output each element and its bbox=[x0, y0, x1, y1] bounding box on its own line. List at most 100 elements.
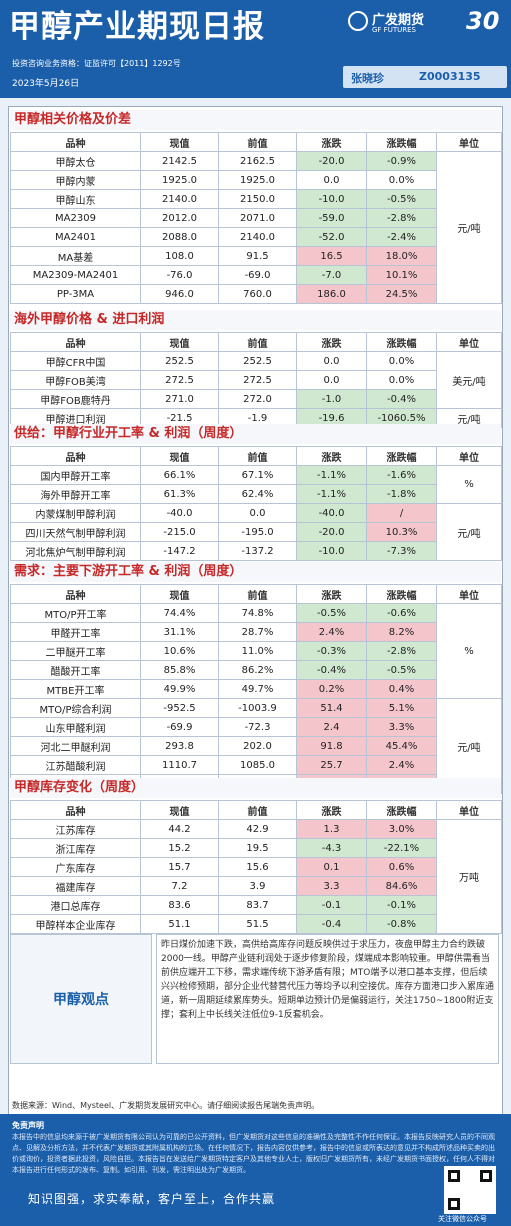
previous-value: 28.7% bbox=[218, 622, 297, 642]
current-value: 293.8 bbox=[140, 736, 219, 756]
unit-cell: 元/吨 bbox=[436, 151, 502, 304]
previous-value: 3.9 bbox=[218, 876, 297, 896]
author-code: Z0003135 bbox=[419, 70, 481, 83]
license-text: 投资咨询业务资格：证监许可【2011】1292号 bbox=[12, 59, 181, 68]
change: 1.3 bbox=[296, 819, 367, 839]
qr-finder-icon bbox=[448, 1198, 460, 1210]
logo-name-cn: 广发期货 bbox=[372, 13, 425, 28]
table-row: PP-3MA 946.0 760.0 186.0 24.5% bbox=[10, 284, 502, 304]
change: -59.0 bbox=[296, 208, 367, 228]
current-value: 252.5 bbox=[140, 351, 219, 371]
table-row: 甲醇CFR中国 252.5 252.5 0.0 0.0% 美元/吨 bbox=[10, 351, 502, 409]
footer bbox=[0, 1114, 511, 1226]
table-row: 甲醇山东 2140.0 2150.0 -10.0 -0.5% bbox=[10, 189, 502, 209]
current-value: 1925.0 bbox=[140, 170, 219, 190]
data-table: 品种 现值 前值 涨跌 涨跌幅 单位 甲醇太仓 2142.5 2162.5 -20.0 -0.9% 元… bbox=[10, 132, 502, 304]
table-row: MTBE开工率 49.9% 49.7% 0.2% 0.4% bbox=[10, 679, 502, 699]
current-value: 15.2 bbox=[140, 838, 219, 858]
current-value: -215.0 bbox=[140, 522, 219, 542]
item-name: MA2401 bbox=[10, 227, 141, 247]
qr-code bbox=[444, 1166, 496, 1214]
change: 0.0 bbox=[296, 370, 367, 390]
previous-value: 252.5 bbox=[218, 351, 297, 371]
current-value: 271.0 bbox=[140, 389, 219, 409]
disclaimer-text: 本报告中的信息均来源于被广发期货有限公司认为可靠的已公开资料，但广发期货对这些信… bbox=[12, 1133, 495, 1174]
column-header: 涨跌 bbox=[296, 584, 367, 604]
previous-value: -72.3 bbox=[218, 717, 297, 737]
previous-value: 202.0 bbox=[218, 736, 297, 756]
item-name: 浙江库存 bbox=[10, 838, 141, 858]
table-row: 甲醇FOB美湾 272.5 272.5 0.0 0.0% bbox=[10, 370, 502, 390]
table-header-row: 品种 现值 前值 涨跌 涨跌幅 单位 bbox=[10, 332, 502, 352]
change: -52.0 bbox=[296, 227, 367, 247]
table-row: MA基差 108.0 91.5 16.5 18.0% bbox=[10, 246, 502, 266]
current-value: 2142.5 bbox=[140, 151, 219, 171]
change: -1.1% bbox=[296, 484, 367, 504]
previous-value: 19.5 bbox=[218, 838, 297, 858]
item-name: 甲醇样本企业库存 bbox=[10, 914, 141, 934]
table-row: MA2309 2012.0 2071.0 -59.0 -2.8% bbox=[10, 208, 502, 228]
change-pct: -0.4% bbox=[366, 389, 437, 409]
current-value: 31.1% bbox=[140, 622, 219, 642]
current-value: 66.1% bbox=[140, 465, 219, 485]
column-header: 涨跌幅 bbox=[366, 584, 437, 604]
unit-cell: % bbox=[436, 603, 502, 699]
item-name: 四川天然气制甲醇利润 bbox=[10, 522, 141, 542]
unit-cell: 元/吨 bbox=[436, 503, 502, 561]
current-value: -76.0 bbox=[140, 265, 219, 285]
column-header: 涨跌 bbox=[296, 332, 367, 352]
change-pct: -0.9% bbox=[366, 151, 437, 171]
section-title: 甲醇库存变化（周度） bbox=[10, 778, 501, 798]
column-header: 品种 bbox=[10, 132, 141, 152]
current-value: 946.0 bbox=[140, 284, 219, 304]
change: -19.6 bbox=[296, 408, 367, 428]
table-row: 甲醇FOB鹿特丹 271.0 272.0 -1.0 -0.4% bbox=[10, 389, 502, 409]
change-pct: 24.5% bbox=[366, 284, 437, 304]
change-pct: -0.1% bbox=[366, 895, 437, 915]
column-header: 涨跌幅 bbox=[366, 800, 437, 820]
item-name: 河北焦炉气制甲醇利润 bbox=[10, 541, 141, 561]
change-pct: / bbox=[366, 503, 437, 523]
item-name: MA基差 bbox=[10, 246, 141, 266]
item-name: 广东库存 bbox=[10, 857, 141, 877]
unit-cell: 万吨 bbox=[436, 819, 502, 934]
table-row: 甲醇太仓 2142.5 2162.5 -20.0 -0.9% 元/吨 bbox=[10, 151, 502, 304]
change-pct: -7.3% bbox=[366, 541, 437, 561]
change: -20.0 bbox=[296, 151, 367, 171]
change-pct: 10.1% bbox=[366, 265, 437, 285]
table-header-row: 品种 现值 前值 涨跌 涨跌幅 单位 bbox=[10, 800, 502, 820]
table-row: 内蒙煤制甲醇利润 -40.0 0.0 -40.0/元/吨 bbox=[10, 503, 502, 561]
item-name: 福建库存 bbox=[10, 876, 141, 896]
previous-value: 67.1% bbox=[218, 465, 297, 485]
current-value: -40.0 bbox=[140, 503, 219, 523]
item-name: 甲醇CFR中国 bbox=[10, 351, 141, 371]
current-value: 15.7 bbox=[140, 857, 219, 877]
change-pct: 0.6% bbox=[366, 857, 437, 877]
previous-value: 2140.0 bbox=[218, 227, 297, 247]
change-pct: 45.4% bbox=[366, 736, 437, 756]
column-header: 现值 bbox=[140, 446, 219, 466]
current-value: 1110.7 bbox=[140, 755, 219, 775]
table-row: 浙江库存 15.2 19.5 -4.3 -22.1% bbox=[10, 838, 502, 858]
change: -0.4 bbox=[296, 914, 367, 934]
column-header: 品种 bbox=[10, 446, 141, 466]
view-text: 昨日煤价加速下跌，高供给高库存问题反映供过于求压力，夜盘甲醇主力合约跌破2000… bbox=[156, 934, 499, 1064]
change: -1.0 bbox=[296, 389, 367, 409]
item-name: MA2309-MA2401 bbox=[10, 265, 141, 285]
previous-value: 15.6 bbox=[218, 857, 297, 877]
change: 51.4 bbox=[296, 698, 367, 718]
previous-value: -1003.9 bbox=[218, 698, 297, 718]
table-row: 福建库存 7.2 3.9 3.3 84.6% bbox=[10, 876, 502, 896]
change-pct: 5.1% bbox=[366, 698, 437, 718]
item-name: 山东甲醛利润 bbox=[10, 717, 141, 737]
change: -1.1% bbox=[296, 465, 367, 485]
column-header: 单位 bbox=[436, 584, 502, 604]
logo-mark-icon bbox=[348, 11, 368, 31]
table-row: 广东库存 15.7 15.6 0.1 0.6% bbox=[10, 857, 502, 877]
item-name: 港口总库存 bbox=[10, 895, 141, 915]
item-name: 江苏醋酸利润 bbox=[10, 755, 141, 775]
report-title: 甲醇产业期现日报 bbox=[9, 9, 265, 45]
change-pct: 8.2% bbox=[366, 622, 437, 642]
item-name: 醋酸开工率 bbox=[10, 660, 141, 680]
item-name: 河北二甲醚利润 bbox=[10, 736, 141, 756]
